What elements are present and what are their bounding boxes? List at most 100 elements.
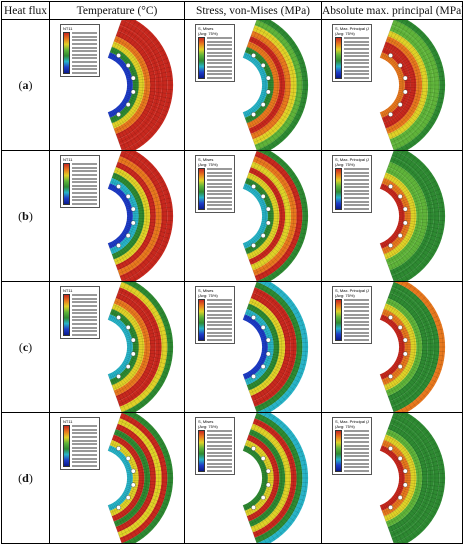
mesh-line bbox=[244, 413, 262, 452]
mesh-line bbox=[253, 162, 286, 196]
mesh-line bbox=[396, 358, 439, 379]
legend-tick bbox=[72, 39, 97, 42]
contour-band bbox=[391, 20, 440, 150]
mesh-line bbox=[391, 427, 426, 459]
header-row: Heat flux Temperature (°C) Stress, von-M… bbox=[1, 1, 463, 20]
mesh-line bbox=[259, 227, 302, 248]
mesh-line bbox=[383, 20, 404, 60]
mesh-line bbox=[119, 165, 154, 197]
mesh-arc bbox=[386, 431, 420, 525]
principal-cell: S, Max. Principal (Abs) (Avg: 75%) bbox=[321, 19, 463, 151]
contour-band bbox=[115, 161, 156, 271]
mesh-line bbox=[261, 481, 308, 488]
mesh-line bbox=[390, 236, 423, 270]
mesh-line bbox=[397, 357, 441, 375]
bolt-hole bbox=[116, 112, 122, 117]
mesh-line bbox=[126, 217, 173, 221]
von-mises-cell: S, Mises (Avg: 75%) bbox=[184, 281, 322, 413]
mesh-line bbox=[397, 188, 441, 206]
mesh-line bbox=[126, 211, 173, 215]
mesh-arc bbox=[246, 439, 275, 517]
mesh-line bbox=[126, 88, 173, 95]
mesh-line bbox=[111, 20, 132, 60]
mesh-line bbox=[259, 96, 302, 117]
contour-band bbox=[389, 156, 434, 276]
legend-tick bbox=[72, 461, 97, 464]
contour-band bbox=[250, 423, 291, 533]
mesh-line bbox=[390, 293, 423, 327]
legend-tick bbox=[344, 440, 369, 443]
mesh-line bbox=[258, 180, 300, 203]
bolt-hole bbox=[125, 325, 131, 330]
contour-band bbox=[119, 20, 168, 150]
mesh-line bbox=[126, 206, 173, 213]
mesh-line bbox=[398, 473, 445, 477]
mesh-arc bbox=[386, 300, 420, 394]
legend-tick bbox=[207, 186, 232, 189]
mesh-line bbox=[381, 151, 399, 190]
mesh-line bbox=[261, 337, 308, 344]
mesh-line bbox=[379, 20, 394, 58]
mesh-line bbox=[261, 86, 308, 90]
mesh-line bbox=[251, 237, 283, 273]
mesh-line bbox=[251, 290, 283, 326]
legend-tick bbox=[72, 464, 97, 467]
mesh-line bbox=[392, 233, 429, 263]
mesh-line bbox=[253, 498, 286, 532]
contour-band bbox=[246, 303, 280, 391]
legend-color-bar bbox=[198, 37, 205, 79]
legend-color-bar bbox=[63, 32, 70, 74]
mesh-line bbox=[244, 373, 262, 412]
mesh-line bbox=[383, 241, 404, 281]
mesh-line bbox=[112, 413, 137, 454]
mesh-line bbox=[119, 235, 154, 267]
mesh-line bbox=[397, 95, 441, 113]
mesh-line bbox=[244, 111, 262, 150]
bolt-hole bbox=[402, 468, 408, 474]
legend-tick bbox=[207, 299, 232, 301]
temperature-cell: NT11 bbox=[49, 150, 185, 282]
bolt-hole bbox=[397, 233, 403, 239]
mesh-line bbox=[390, 162, 423, 196]
mesh-line bbox=[118, 424, 151, 458]
contour-band bbox=[258, 413, 309, 543]
mesh-line bbox=[260, 193, 305, 208]
contour-band bbox=[115, 423, 156, 533]
mesh-line bbox=[397, 355, 442, 370]
contour-legend: S, Max. Principal (Abs) (Avg: 75%) bbox=[332, 286, 372, 344]
mesh-line bbox=[396, 489, 439, 510]
contour-band bbox=[109, 308, 139, 386]
mesh-line bbox=[126, 219, 173, 226]
mesh-arc bbox=[389, 424, 428, 532]
contour-legend: NT11 bbox=[60, 417, 100, 470]
mesh-line bbox=[126, 75, 173, 82]
mesh-line bbox=[260, 95, 304, 113]
mesh-line bbox=[391, 497, 426, 529]
mesh-line bbox=[118, 367, 151, 401]
mesh-line bbox=[126, 348, 173, 352]
legend-tick bbox=[72, 308, 97, 311]
mesh-line bbox=[244, 282, 262, 321]
mesh-line bbox=[120, 300, 157, 330]
mesh-arc bbox=[131, 20, 172, 150]
mesh-line bbox=[107, 243, 122, 281]
legend-color-bar bbox=[198, 430, 205, 472]
bolt-hole bbox=[265, 482, 271, 488]
mesh-arc bbox=[244, 184, 267, 248]
mesh-line bbox=[259, 489, 302, 510]
bolt-hole bbox=[130, 351, 136, 357]
mesh-line bbox=[246, 151, 267, 191]
mesh-line bbox=[112, 151, 137, 192]
mesh-arc bbox=[403, 282, 444, 412]
mesh-arc bbox=[255, 416, 299, 540]
von-mises-cell: S, Mises (Avg: 75%) bbox=[184, 412, 322, 544]
mesh-line bbox=[111, 372, 132, 412]
mesh-line bbox=[116, 106, 148, 142]
row-label: (c) bbox=[1, 281, 50, 413]
mesh-line bbox=[112, 240, 137, 281]
mesh-line bbox=[244, 504, 262, 543]
legend-tick bbox=[344, 182, 369, 185]
legend-tick bbox=[207, 466, 232, 469]
contour-band bbox=[242, 314, 268, 380]
mesh-line bbox=[258, 98, 300, 121]
